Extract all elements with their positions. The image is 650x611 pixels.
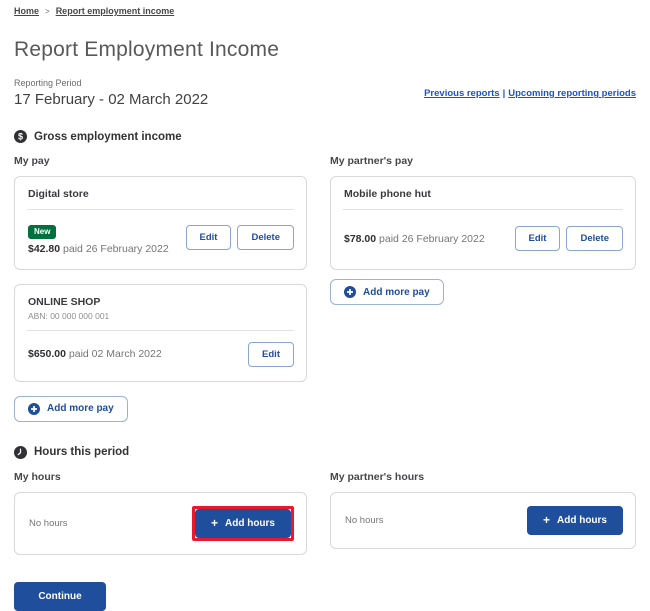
add-hours-label: Add hours — [225, 517, 275, 529]
pay-card-header: Digital store — [15, 177, 306, 209]
pay-amount: $78.00 — [344, 232, 377, 245]
previous-reports-link[interactable]: Previous reports — [424, 88, 500, 99]
my-hours-label: My hours — [14, 470, 61, 483]
page-title: Report Employment Income — [14, 38, 280, 61]
continue-button[interactable]: Continue — [14, 581, 106, 611]
pay-card-actions: Edit Delete — [185, 225, 294, 251]
hours-section-heading: Hours this period — [14, 445, 636, 459]
plus-icon: + — [210, 516, 218, 530]
my-pay-column: My pay Digital store New $42.80 paid 26 … — [14, 155, 307, 422]
breadcrumb-home-link[interactable]: Home — [14, 6, 40, 16]
add-more-pay-label: Add more pay — [47, 403, 114, 414]
edit-button[interactable]: Edit — [248, 341, 294, 367]
pay-card-online-shop: ONLINE SHOP ABN: 00 000 000 001 $650.00 … — [14, 283, 307, 382]
card-divider — [27, 329, 294, 331]
edit-button[interactable]: Edit — [514, 226, 561, 251]
no-hours-text: No hours — [345, 514, 384, 526]
employer-name: ONLINE SHOP — [28, 295, 101, 308]
partner-pay-column: My partner's pay Mobile phone hut $78.00… — [330, 155, 636, 305]
employer-name: Mobile phone hut — [344, 188, 431, 200]
employer-abn: ABN: 00 000 000 001 — [28, 310, 110, 321]
new-badge: New — [28, 225, 57, 239]
dollar-circle-icon: $ — [14, 130, 27, 143]
pay-amount: $42.80 — [28, 242, 61, 255]
employer-name: Digital store — [28, 188, 89, 200]
pay-card-header: Mobile phone hut — [331, 177, 635, 209]
pay-card-body: $78.00 paid 26 February 2022 Edit Delete — [331, 210, 635, 269]
pay-card-mobile-phone-hut: Mobile phone hut $78.00 paid 26 February… — [330, 176, 636, 270]
pay-paid-text: paid 26 February 2022 — [63, 242, 169, 255]
breadcrumb: Home > Report employment income — [14, 4, 636, 16]
partner-hours-column: My partner's hours No hours + Add hours — [330, 471, 636, 549]
breadcrumb-separator: > — [45, 6, 50, 16]
report-links: Previous reports | Upcoming reporting peri… — [424, 88, 636, 99]
plus-circle-icon — [344, 286, 356, 298]
delete-button[interactable]: Delete — [566, 226, 623, 251]
card-divider — [343, 209, 623, 210]
hours-section-title: Hours this period — [34, 446, 130, 458]
reporting-period-value: 17 February - 02 March 2022 — [14, 91, 209, 108]
partner-hours-label: My partner's hours — [330, 470, 425, 483]
partner-hours-card: No hours + Add hours — [330, 491, 636, 549]
pay-card-actions: Edit Delete — [514, 226, 623, 251]
add-hours-label: Add hours — [557, 514, 607, 526]
no-hours-text: No hours — [29, 517, 68, 529]
my-pay-label: My pay — [14, 155, 50, 167]
pay-columns: My pay Digital store New $42.80 paid 26 … — [14, 155, 636, 422]
pay-amount: $650.00 — [28, 348, 66, 360]
reporting-period-label: Reporting Period — [14, 78, 82, 88]
partner-pay-label: My partner's pay — [330, 155, 414, 167]
add-more-pay-button-my[interactable]: Add more pay — [14, 395, 128, 422]
add-more-pay-button-partner[interactable]: Add more pay — [330, 279, 444, 305]
plus-circle-icon — [28, 402, 40, 415]
my-hours-column: My hours No hours + Add hours — [14, 471, 307, 555]
card-divider — [27, 209, 294, 210]
clock-icon — [14, 445, 27, 459]
edit-button[interactable]: Edit — [185, 225, 232, 251]
pay-details: New $42.80 paid 26 February 2022 — [28, 221, 169, 255]
pay-paid-text: paid 02 March 2022 — [68, 348, 162, 360]
add-hours-button-my[interactable]: + Add hours — [194, 508, 291, 538]
links-divider: | — [502, 88, 506, 99]
pay-card-actions: Edit — [248, 341, 294, 367]
breadcrumb-current-link[interactable]: Report employment income — [55, 6, 175, 16]
pay-card-body: New $42.80 paid 26 February 2022 Edit De… — [15, 210, 306, 269]
pay-amount-line: $78.00 paid 26 February 2022 — [344, 233, 485, 245]
add-more-pay-label: Add more pay — [363, 286, 430, 298]
pay-card-header: ONLINE SHOP ABN: 00 000 000 001 — [15, 285, 306, 330]
hours-columns: My hours No hours + Add hours My partner… — [14, 471, 636, 555]
delete-button[interactable]: Delete — [237, 225, 294, 251]
my-hours-card: No hours + Add hours — [14, 491, 307, 555]
pay-card-digital-store: Digital store New $42.80 paid 26 Februar… — [14, 176, 307, 270]
pay-amount-line: $650.00 paid 02 March 2022 — [28, 348, 162, 360]
plus-icon: + — [542, 513, 550, 527]
upcoming-reporting-periods-link[interactable]: Upcoming reporting periods — [508, 88, 636, 99]
pay-card-body: $650.00 paid 02 March 2022 Edit — [15, 331, 306, 381]
add-hours-button-partner[interactable]: + Add hours — [526, 505, 623, 535]
reporting-period-row: Reporting Period 17 February - 02 March … — [14, 78, 636, 108]
gross-income-section-heading: $ Gross employment income — [14, 130, 636, 143]
svg-text:$: $ — [18, 132, 23, 142]
gross-income-section-title: Gross employment income — [34, 130, 182, 143]
red-highlight-box: + Add hours — [191, 505, 294, 541]
pay-paid-text: paid 26 February 2022 — [379, 232, 485, 245]
pay-amount-line: $42.80 paid 26 February 2022 — [28, 243, 169, 255]
